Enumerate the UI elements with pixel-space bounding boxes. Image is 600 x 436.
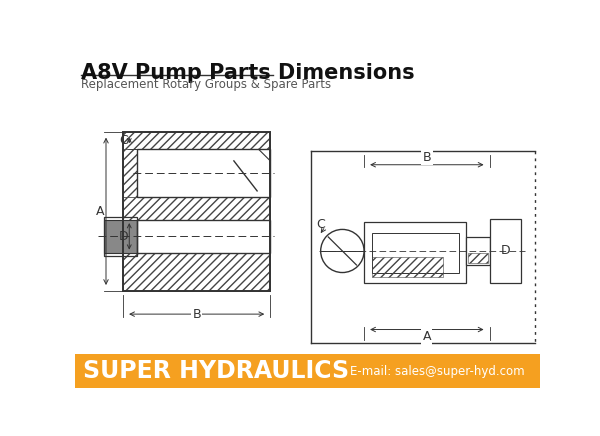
Bar [123,132,271,291]
Text: A: A [97,205,105,218]
Bar [364,222,466,283]
Text: E-mail: sales@super-hyd.com: E-mail: sales@super-hyd.com [350,364,525,378]
Text: C: C [316,218,325,231]
Bar [466,237,490,265]
Bar [137,220,271,252]
Bar [123,150,137,197]
Text: D: D [500,245,510,258]
Bar [123,220,137,252]
Circle shape [320,229,364,272]
Bar [104,217,137,255]
Text: B: B [422,151,431,164]
Bar [104,220,137,252]
Text: D: D [119,230,128,243]
Text: Replacement Rotary Groups & Spare Parts: Replacement Rotary Groups & Spare Parts [81,78,331,91]
Bar [372,257,443,277]
Bar [123,197,271,220]
Text: C: C [119,134,128,147]
Text: B: B [193,308,201,320]
Bar [123,252,271,291]
Bar [123,132,271,150]
Bar [75,354,540,388]
Bar [468,252,488,263]
Text: A8V Pump Parts Dimensions: A8V Pump Parts Dimensions [81,63,415,83]
Bar [137,150,271,197]
Bar [311,151,535,344]
Text: A: A [422,330,431,343]
Bar [137,150,271,197]
Bar [123,132,271,291]
Text: SUPER HYDRAULICS: SUPER HYDRAULICS [83,359,349,383]
Bar [137,220,271,252]
Bar [372,232,458,272]
Bar [490,218,521,283]
